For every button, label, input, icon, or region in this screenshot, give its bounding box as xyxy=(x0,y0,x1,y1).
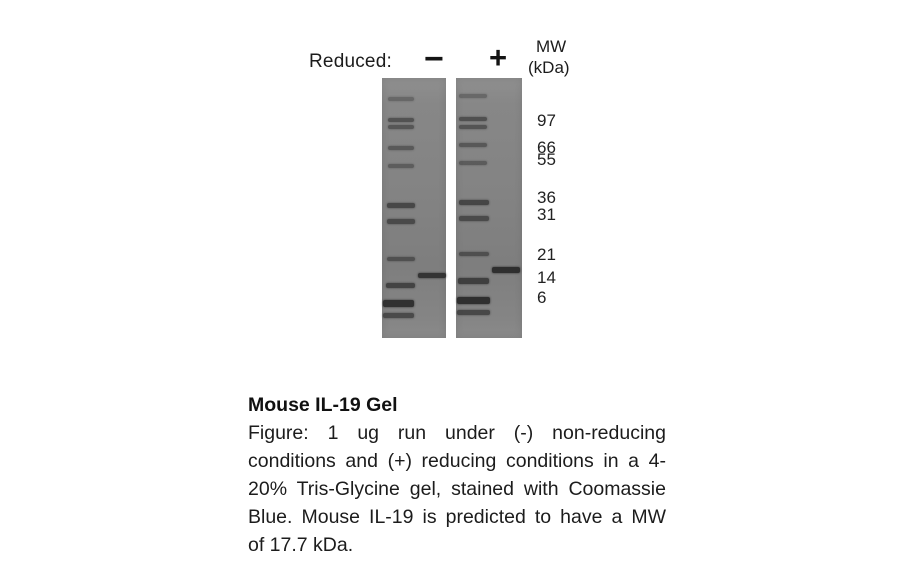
mw-label-31: 31 xyxy=(537,205,556,224)
marker-band xyxy=(387,218,415,224)
marker-band xyxy=(459,143,487,147)
marker-band xyxy=(386,282,415,288)
sample-band xyxy=(418,272,446,278)
mw-label-55: 55 xyxy=(537,150,556,169)
reduced-condition-label: Reduced: xyxy=(309,51,392,72)
marker-band xyxy=(457,296,490,304)
marker-band xyxy=(459,117,487,121)
mw-label-14: 14 xyxy=(537,268,556,287)
marker-band xyxy=(388,125,414,129)
mw-label-21: 21 xyxy=(537,245,556,264)
mw-label-36: 36 xyxy=(537,188,556,207)
marker-band xyxy=(388,97,414,101)
marker-band xyxy=(387,257,415,261)
non-reduced-minus-symbol: − xyxy=(424,40,444,78)
mw-header-label: MW xyxy=(536,37,567,56)
caption-line-3: 20% Tris-Glycine gel, stained with Cooma… xyxy=(248,478,666,500)
marker-band xyxy=(388,146,414,150)
marker-band xyxy=(459,125,487,129)
caption-line-2: conditions and (+) reducing conditions i… xyxy=(248,450,666,472)
marker-band xyxy=(459,94,487,98)
marker-band xyxy=(459,215,489,221)
gel-lane-reduced xyxy=(456,78,522,338)
caption-line-5: of 17.7 kDa. xyxy=(248,534,354,556)
mw-label-6: 6 xyxy=(537,288,547,307)
marker-band xyxy=(388,164,414,168)
marker-band xyxy=(457,309,490,315)
reduced-plus-symbol: + xyxy=(489,40,508,75)
marker-band xyxy=(383,299,414,307)
marker-band xyxy=(388,118,414,122)
mw-label-66: 66 xyxy=(537,138,556,157)
marker-band xyxy=(458,278,489,284)
gel-lane-non-reduced xyxy=(382,78,446,338)
marker-band xyxy=(387,202,415,208)
marker-band xyxy=(459,199,489,205)
marker-band xyxy=(383,312,414,318)
kda-units-label: (kDa) xyxy=(528,58,570,77)
mw-label-97: 97 xyxy=(537,111,556,130)
figure-caption: Mouse IL-19 Gel Figure: 1 ug run under (… xyxy=(248,391,666,559)
marker-band xyxy=(459,252,489,256)
caption-line-1: Figure: 1 ug run under (-) non-reducing xyxy=(248,422,666,444)
sample-band xyxy=(492,267,520,273)
caption-line-4: Blue. Mouse IL-19 is predicted to have a… xyxy=(248,506,666,528)
caption-title: Mouse IL-19 Gel xyxy=(248,394,398,416)
marker-band xyxy=(459,161,487,165)
